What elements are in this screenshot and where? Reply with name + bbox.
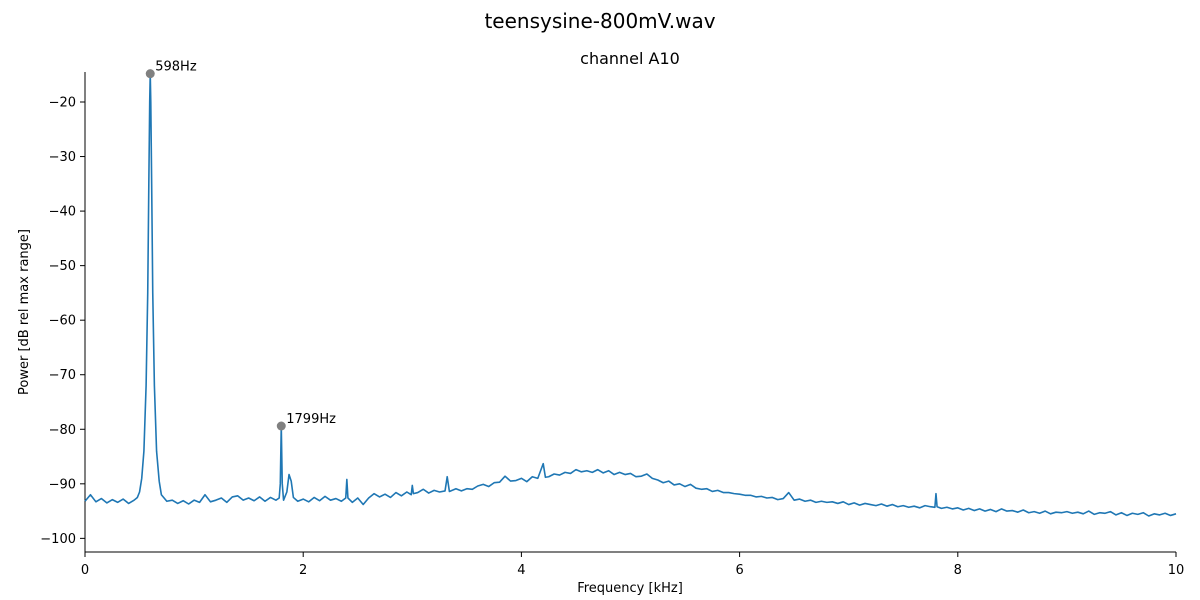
- y-tick-label: −20: [49, 96, 76, 111]
- x-axis-label: Frequency [kHz]: [577, 581, 683, 596]
- y-tick-label: −40: [49, 205, 76, 220]
- peak-marker: [145, 69, 155, 79]
- y-tick-label: −30: [49, 150, 76, 165]
- peak-label: 1799Hz: [286, 412, 336, 427]
- y-tick-label: −60: [49, 314, 76, 329]
- x-tick-label: 4: [517, 563, 525, 578]
- x-tick-label: 10: [1168, 563, 1185, 578]
- peak-markers: 598Hz 1799Hz: [145, 60, 336, 431]
- y-tick-label: −50: [49, 259, 76, 274]
- x-tick-label: 6: [735, 563, 743, 578]
- peak-label: 598Hz: [155, 60, 197, 75]
- x-axis-ticks: 0 2 4 6 8 10: [81, 552, 1184, 578]
- y-axis-ticks: −100 −90 −80 −70 −60 −50 −40 −30 −20: [40, 96, 85, 547]
- chart-subtitle: channel A10: [580, 49, 680, 68]
- x-tick-label: 8: [954, 563, 962, 578]
- y-tick-label: −70: [49, 368, 76, 383]
- y-tick-label: −80: [49, 423, 76, 438]
- x-tick-label: 0: [81, 563, 89, 578]
- y-tick-label: −90: [49, 477, 76, 492]
- y-axis-label: Power [dB rel max range]: [17, 229, 32, 395]
- x-tick-label: 2: [299, 563, 307, 578]
- chart-title: teensysine-800mV.wav: [484, 9, 715, 33]
- series-line: [84, 72, 1177, 517]
- peak-marker: [276, 421, 286, 431]
- y-tick-label: −100: [40, 532, 76, 547]
